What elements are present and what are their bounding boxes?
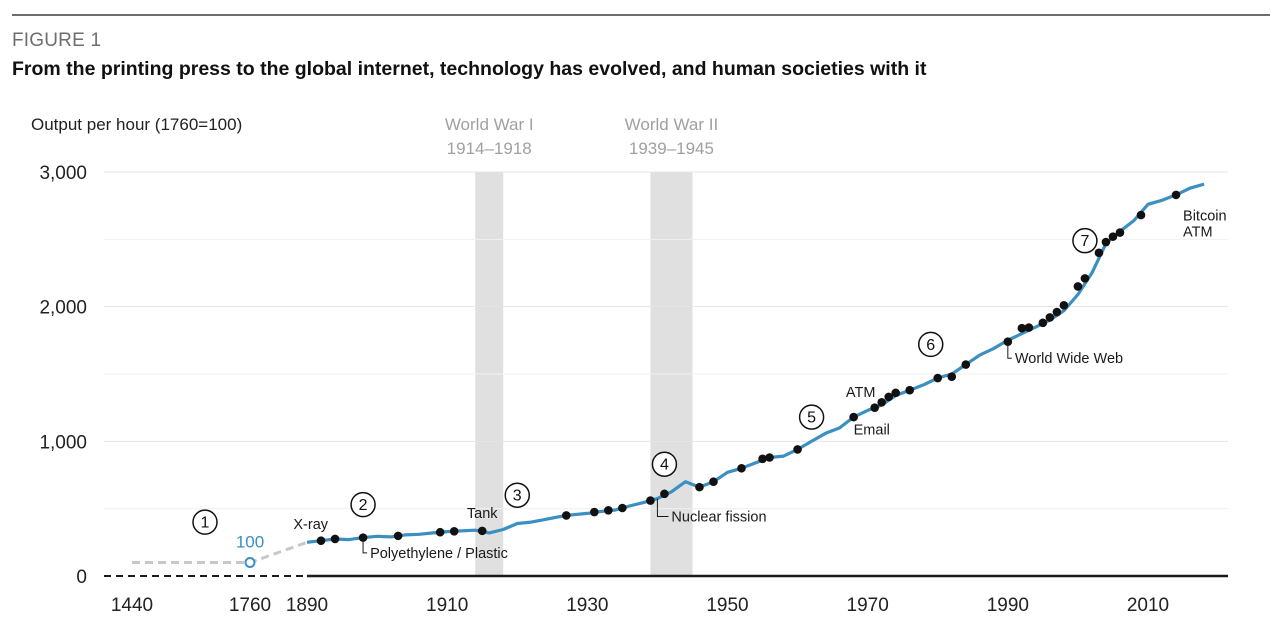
invention-marker — [695, 482, 704, 492]
early-dashed-line — [132, 540, 308, 565]
invention-marker — [947, 372, 957, 381]
stage-circle — [192, 509, 218, 535]
war-band-label: World War II — [625, 115, 719, 134]
gridlines — [104, 171, 1228, 578]
invention-marker — [1024, 323, 1034, 332]
invention-marker — [1073, 282, 1083, 291]
invention-marker — [1038, 318, 1048, 328]
figure-label: FIGURE 1 — [12, 30, 102, 51]
stage-number: 6 — [926, 337, 935, 354]
x-tick-label: 1890 — [286, 595, 328, 616]
x-tick-label: 2010 — [1127, 595, 1169, 616]
stage-number: 3 — [513, 488, 522, 505]
invention-marker — [1115, 228, 1125, 237]
annotation-leader — [656, 498, 669, 517]
y-axis-label: Output per hour (1760=100) — [31, 115, 242, 134]
invention-marker — [1017, 323, 1027, 333]
annotation-label: ATM — [846, 385, 876, 401]
invention-marker — [793, 445, 802, 454]
invention-marker — [905, 385, 915, 395]
invention-marker — [1171, 190, 1181, 200]
x-tick-label: 1950 — [706, 595, 748, 616]
invention-marker — [709, 477, 718, 487]
annotation-label: Tank — [467, 506, 498, 522]
annotation-label: Email — [854, 423, 890, 439]
invention-marker — [1080, 274, 1090, 283]
annotation-label: X-ray — [293, 517, 328, 533]
early-segment — [132, 540, 308, 569]
base-year-label: 100 — [236, 533, 264, 552]
invention-marker — [884, 392, 893, 402]
annotation-label: Polyethylene / Plastic — [370, 546, 508, 562]
invention-markers — [316, 190, 1181, 546]
stage-number: 1 — [201, 515, 210, 532]
x-tick-label: 1760 — [229, 595, 271, 616]
invention-marker — [737, 463, 746, 473]
stage-circle — [1072, 227, 1098, 254]
invention-marker — [1136, 210, 1146, 220]
annotation-label: ATM — [1183, 225, 1213, 241]
war-band-range: 1914–1918 — [447, 139, 532, 158]
invention-marker — [758, 454, 767, 464]
stage-number: 2 — [359, 497, 368, 514]
invention-marker — [435, 527, 445, 537]
stage-circle — [350, 491, 376, 518]
invention-marker — [618, 503, 627, 513]
annotation-leader — [362, 537, 368, 554]
y-tick-label: 3,000 — [39, 163, 87, 184]
invention-marker — [330, 534, 340, 544]
invention-marker — [1108, 232, 1118, 241]
invention-marker — [891, 388, 900, 398]
stage-number: 7 — [1080, 233, 1089, 250]
invention-marker — [660, 489, 669, 499]
invention-marker — [1094, 248, 1104, 258]
invention-marker — [316, 536, 326, 546]
invention-marker — [604, 505, 613, 515]
invention-marker — [449, 526, 459, 536]
invention-marker — [646, 496, 655, 505]
annotation-label: Nuclear fission — [671, 509, 766, 525]
stage-circle — [917, 331, 944, 358]
top-rule — [12, 14, 1270, 16]
stage-number: 4 — [660, 457, 669, 474]
x-tick-label: 1990 — [987, 595, 1029, 616]
annotation-label: Bitcoin — [1183, 208, 1227, 224]
invention-marker — [477, 526, 487, 536]
base-year-point — [244, 557, 256, 569]
invention-marker — [933, 373, 943, 383]
invention-marker — [765, 453, 774, 462]
y-tick-label: 1,000 — [39, 432, 87, 453]
annotation-leaders — [362, 341, 1012, 554]
annotation-label: World Wide Web — [1015, 351, 1123, 367]
x-tick-label: 1440 — [111, 595, 153, 616]
war-band-range: 1939–1945 — [629, 139, 714, 158]
invention-marker — [1101, 237, 1111, 247]
annotation-leader — [1007, 341, 1012, 359]
stage-circle — [651, 451, 678, 477]
y-tick-label: 2,000 — [39, 298, 87, 319]
invention-marker — [870, 403, 879, 412]
x-tick-label: 1930 — [566, 595, 608, 616]
invention-marker — [562, 511, 571, 520]
y-tick-label: 0 — [76, 567, 87, 588]
invention-marker — [590, 507, 599, 517]
x-tick-label: 1970 — [847, 595, 889, 616]
stage-circle — [504, 482, 530, 508]
x-tick-label: 1910 — [426, 595, 468, 616]
stage-circle — [798, 404, 825, 430]
chart-text: World War I 1914–1918 World War II 1939–194… — [31, 115, 1227, 616]
stage-number: 5 — [807, 410, 816, 427]
invention-marker — [393, 531, 403, 541]
invention-marker — [877, 397, 886, 407]
invention-marker — [849, 412, 858, 422]
invention-marker — [961, 360, 971, 369]
invention-marker — [1059, 301, 1069, 310]
invention-marker — [1045, 313, 1055, 322]
figure-title: From the printing press to the global in… — [12, 58, 927, 80]
war-band-label: World War I — [445, 115, 534, 134]
invention-marker — [1052, 307, 1062, 317]
